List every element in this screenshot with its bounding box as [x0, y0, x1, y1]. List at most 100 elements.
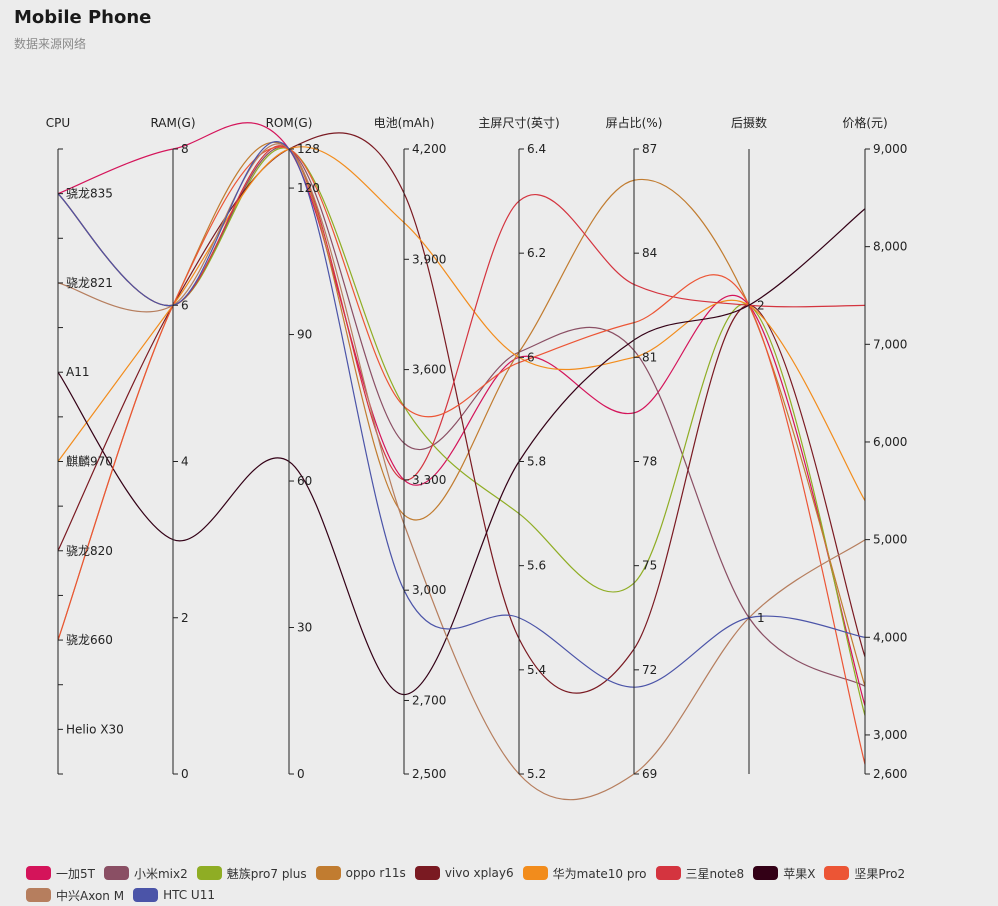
axis-name: 价格(元)	[842, 115, 887, 130]
tick-label: 8,000	[873, 240, 907, 254]
tick-label: 60	[297, 474, 312, 488]
tick-label: 3,300	[412, 473, 446, 487]
legend-item[interactable]: 一加5T	[26, 862, 95, 884]
tick-label: 3,000	[412, 583, 446, 597]
axis-7: 价格(元) 2,600 3,000 4,000 5,000 6,000 7,000 8,000…	[842, 115, 907, 781]
legend-label: 三星note8	[685, 866, 745, 881]
legend-label: 一加5T	[56, 866, 95, 881]
axis-6: 后摄数 2 1	[731, 115, 767, 774]
axis-3: 电池(mAh) 2,500 2,700 3,000 3,300 3,600 3,900 4,2…	[374, 116, 447, 781]
axis-0: CPU 骁龙835 骁龙821 A11 麒麟970 骁龙820 骁龙660 Helio X30	[46, 116, 124, 775]
tick-label: 3,000	[873, 728, 907, 742]
tick-label: 2	[757, 298, 765, 312]
tick-label: 1	[757, 611, 765, 625]
tick-label: 4,200	[412, 142, 446, 156]
tick-label: 120	[297, 181, 320, 195]
legend-item[interactable]: oppo r11s	[315, 862, 406, 884]
tick-label: 78	[642, 455, 657, 469]
legend-swatch	[26, 866, 51, 880]
axis-2: ROM(G) 0 30 60 90 120 128	[266, 116, 320, 781]
tick-label: 0	[297, 767, 305, 781]
axis-1: RAM(G) 0 2 4 6 8	[150, 116, 195, 781]
legend: 一加5T 小米mix2 魅族pro7 plus oppo r11s vivo xplay…	[26, 862, 986, 906]
legend-label: HTC U11	[163, 888, 215, 902]
tick-label: 90	[297, 328, 312, 342]
tick-label: 2,700	[412, 693, 446, 707]
tick-label: 2	[181, 611, 189, 625]
parallel-coordinates-chart: CPU 骁龙835 骁龙821 A11 麒麟970 骁龙820 骁龙660 Helio X30…	[46, 115, 907, 801]
legend-swatch	[522, 866, 548, 880]
tick-label: 骁龙820	[66, 544, 113, 558]
axis-4: 主屏尺寸(英寸) 5.2 5.4 5.6 5.8 6 6.2 6.4	[478, 116, 559, 781]
tick-label: A11	[66, 365, 89, 379]
tick-label: 5,000	[873, 533, 907, 547]
tick-label: 骁龙660	[66, 633, 113, 647]
tick-label: 72	[642, 663, 657, 677]
legend-label: 中兴Axon M	[56, 888, 125, 903]
tick-label: 75	[642, 559, 657, 573]
legend-item[interactable]: 中兴Axon M	[26, 884, 124, 906]
legend-item[interactable]: 华为mate10 pro	[522, 862, 647, 884]
tick-label: 3,900	[412, 252, 446, 266]
tick-label: 6	[181, 298, 189, 312]
legend-label: 华为mate10 pro	[552, 866, 647, 881]
tick-label: 0	[181, 767, 189, 781]
legend-swatch	[655, 866, 681, 880]
legend-item[interactable]: 魅族pro7 plus	[196, 862, 307, 884]
legend-item[interactable]: vivo xplay6	[414, 862, 514, 884]
legend-label: oppo r11s	[345, 866, 406, 880]
tick-label: 5.4	[527, 663, 546, 677]
legend-swatch	[753, 866, 779, 880]
legend-label: 魅族pro7 plus	[226, 866, 307, 881]
tick-label: 8	[181, 142, 189, 156]
tick-label: 麒麟970	[66, 454, 113, 469]
legend-label: 坚果Pro2	[854, 866, 906, 881]
series-line	[57, 143, 866, 801]
legend-item[interactable]: 苹果X	[753, 862, 815, 884]
tick-label: 5.6	[527, 559, 546, 573]
tick-label: 6.4	[527, 142, 546, 156]
tick-label: 骁龙821	[66, 276, 113, 290]
legend-swatch	[133, 888, 159, 902]
axis-name: 电池(mAh)	[374, 116, 435, 130]
tick-label: 5.2	[527, 767, 546, 781]
chart-title: Mobile Phone	[14, 7, 152, 28]
axis-name: RAM(G)	[150, 116, 195, 130]
series-line	[57, 122, 866, 706]
legend-label: vivo xplay6	[444, 866, 514, 880]
legend-swatch	[414, 866, 440, 880]
tick-label: 6,000	[873, 435, 907, 449]
legend-item[interactable]: HTC U11	[133, 884, 215, 906]
axis-name: CPU	[46, 116, 70, 130]
tick-label: 9,000	[873, 142, 907, 156]
series-line	[57, 141, 866, 687]
legend-label: 苹果X	[783, 866, 816, 881]
series-line	[57, 141, 866, 688]
tick-label: 骁龙835	[66, 187, 113, 201]
legend-swatch	[26, 888, 51, 902]
legend-swatch	[103, 866, 129, 880]
legend-item[interactable]: 小米mix2	[103, 862, 188, 884]
axis-5: 屏占比(%) 69 72 75 78 81 84 87	[606, 115, 663, 781]
series-line	[57, 145, 866, 481]
legend-item[interactable]: 三星note8	[655, 862, 745, 884]
legend-swatch	[196, 866, 222, 880]
legend-swatch	[824, 866, 850, 880]
tick-label: 69	[642, 767, 657, 781]
chart-subtitle: 数据来源网络	[14, 37, 87, 51]
series-line	[57, 147, 866, 716]
legend-item[interactable]: 坚果Pro2	[824, 862, 905, 884]
tick-label: 4	[181, 455, 189, 469]
tick-label: 6.2	[527, 246, 546, 260]
series-line	[57, 208, 866, 696]
tick-label: 7,000	[873, 337, 907, 351]
tick-label: 81	[642, 350, 657, 364]
legend-swatch	[315, 866, 341, 880]
axis-name: 主屏尺寸(英寸)	[478, 116, 559, 130]
tick-label: 128	[297, 142, 320, 156]
tick-label: 84	[642, 246, 657, 260]
tick-label: 87	[642, 142, 657, 156]
tick-label: 30	[297, 621, 312, 635]
tick-label: 4,000	[873, 630, 907, 644]
series-line	[57, 146, 866, 501]
